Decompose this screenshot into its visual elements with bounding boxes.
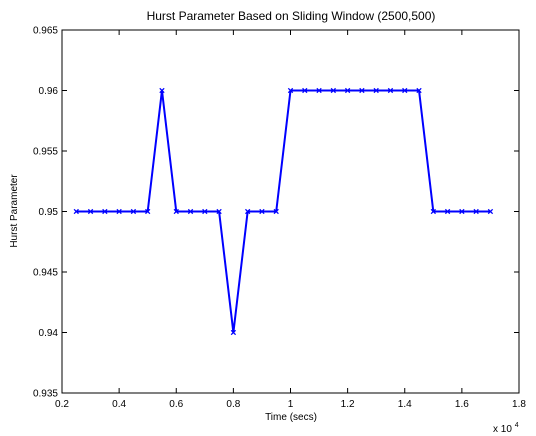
data-point — [102, 208, 108, 215]
data-point — [87, 208, 94, 215]
data-point — [402, 87, 408, 94]
y-tick-label: 0.94 — [39, 328, 59, 339]
x-tick-label: 1.6 — [455, 399, 469, 410]
data-point — [459, 208, 465, 215]
chart-title: Hurst Parameter Based on Sliding Window … — [147, 9, 436, 23]
y-tick-label: 0.935 — [33, 389, 58, 400]
data-point — [359, 87, 365, 94]
data-point — [444, 208, 451, 215]
data-point — [173, 208, 179, 215]
data-point — [273, 208, 279, 215]
data-point — [344, 87, 351, 94]
data-point — [316, 87, 322, 94]
data-point — [487, 208, 494, 215]
x-tick-label: 1.2 — [341, 399, 355, 410]
x-tick-label: 0.8 — [226, 399, 240, 410]
x-tick-label: 0.6 — [169, 399, 183, 410]
y-tick-label: 0.945 — [33, 268, 58, 279]
data-point — [259, 208, 265, 215]
data-point — [159, 87, 165, 94]
x-axis-label: Time (secs) — [265, 412, 317, 423]
x-tick-label: 1 — [288, 399, 294, 410]
data-point — [287, 87, 294, 94]
data-point — [416, 87, 422, 94]
data-point — [230, 329, 237, 336]
x-tick-label: 0.2 — [55, 399, 69, 410]
y-axis: 0.935 0.94 0.945 0.95 0.955 0.96 0.965 — [33, 26, 519, 400]
series-layer — [73, 87, 494, 336]
data-point — [373, 87, 379, 94]
data-point — [116, 208, 122, 215]
data-point — [473, 208, 479, 215]
y-tick-label: 0.95 — [39, 207, 59, 218]
x-exponent-power: 4 — [515, 422, 519, 429]
data-point — [216, 208, 222, 215]
data-point — [430, 208, 436, 215]
x-exponent-base: x 10 — [493, 424, 512, 435]
y-axis-label: Hurst Parameter — [9, 174, 20, 248]
data-point — [187, 208, 194, 215]
series-line — [76, 89, 491, 333]
x-axis-exponent: x 10 4 — [493, 422, 519, 435]
data-point — [130, 208, 137, 215]
data-point — [330, 87, 337, 94]
data-point — [73, 208, 79, 215]
y-tick-label: 0.96 — [39, 86, 59, 97]
data-point — [202, 208, 208, 215]
y-tick-label: 0.955 — [33, 147, 58, 158]
x-tick-label: 1.4 — [398, 399, 412, 410]
x-axis: 0.2 0.4 0.6 0.8 1 1.2 1.4 1.6 1.8 — [55, 30, 526, 410]
x-tick-label: 0.4 — [112, 399, 126, 410]
data-point — [244, 208, 251, 215]
x-tick-label: 1.8 — [512, 399, 526, 410]
data-point — [302, 87, 308, 94]
y-tick-label: 0.965 — [33, 26, 58, 37]
data-point — [145, 208, 151, 215]
data-point — [387, 87, 394, 94]
